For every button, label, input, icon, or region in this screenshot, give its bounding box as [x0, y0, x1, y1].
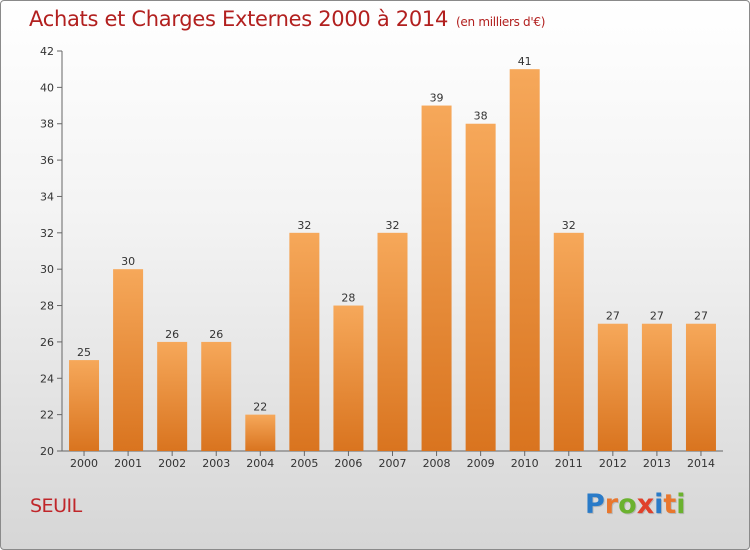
- logo-letter: o: [618, 489, 637, 520]
- logo-letter: t: [663, 489, 677, 520]
- data-label: 27: [694, 310, 708, 323]
- data-label: 27: [650, 310, 664, 323]
- bar: [245, 414, 276, 451]
- chart-title: Achats et Charges Externes 2000 à 2014 (e…: [29, 7, 545, 31]
- bar: [465, 123, 496, 452]
- y-tick-label: 36: [40, 154, 54, 167]
- y-tick-label: 42: [40, 45, 54, 58]
- bar: [113, 269, 144, 451]
- bar: [157, 341, 188, 451]
- x-tick-label: 2004: [246, 457, 274, 470]
- data-label: 39: [430, 92, 444, 105]
- x-tick-label: 2005: [290, 457, 318, 470]
- y-tick-label: 38: [40, 118, 54, 131]
- x-tick-label: 2006: [334, 457, 362, 470]
- x-tick-label: 2014: [687, 457, 715, 470]
- y-tick-label: 28: [40, 300, 54, 313]
- y-tick-label: 40: [40, 81, 54, 94]
- bar: [597, 323, 628, 451]
- data-label: 26: [209, 328, 223, 341]
- y-tick-label: 30: [40, 263, 54, 276]
- bar: [333, 305, 364, 451]
- y-tick-label: 24: [40, 372, 54, 385]
- place-name: SEUIL: [30, 495, 82, 517]
- data-label: 32: [386, 219, 400, 232]
- x-tick-label: 2010: [511, 457, 539, 470]
- bar: [641, 323, 672, 451]
- logo-letter: i: [676, 489, 686, 520]
- data-label: 32: [562, 219, 576, 232]
- bar: [421, 105, 452, 451]
- bar: [685, 323, 716, 451]
- x-tick-label: 2008: [423, 457, 451, 470]
- x-tick-label: 2007: [379, 457, 407, 470]
- bar: [69, 360, 100, 451]
- logo-letter: x: [636, 489, 655, 520]
- x-tick-label: 2011: [555, 457, 583, 470]
- y-tick-label: 20: [40, 445, 54, 458]
- x-tick-label: 2001: [114, 457, 142, 470]
- bar: [289, 232, 320, 451]
- y-tick-label: 34: [40, 190, 54, 203]
- bar: [509, 69, 540, 451]
- y-tick-label: 22: [40, 409, 54, 422]
- data-label: 32: [297, 219, 311, 232]
- x-tick-label: 2013: [643, 457, 671, 470]
- x-tick-label: 2002: [158, 457, 186, 470]
- logo-letter: i: [654, 489, 664, 520]
- x-tick-label: 2000: [70, 457, 98, 470]
- data-label: 25: [77, 346, 91, 359]
- x-tick-label: 2012: [599, 457, 627, 470]
- bar: [553, 232, 584, 451]
- logo-letter: P: [585, 489, 605, 520]
- data-label: 27: [606, 310, 620, 323]
- data-label: 22: [253, 401, 267, 414]
- proxiti-logo: Proxiti: [585, 489, 686, 520]
- data-label: 41: [518, 55, 532, 68]
- y-tick-label: 32: [40, 227, 54, 240]
- logo-letter: r: [604, 489, 619, 520]
- data-label: 30: [121, 255, 135, 268]
- bar: [201, 341, 232, 451]
- data-label: 26: [165, 328, 179, 341]
- data-label: 38: [474, 110, 488, 123]
- x-tick-label: 2009: [467, 457, 495, 470]
- y-tick-label: 26: [40, 336, 54, 349]
- data-label: 28: [341, 292, 355, 305]
- bar: [377, 232, 408, 451]
- chart-unit: (en milliers d'€): [456, 15, 546, 29]
- chart-title-text: Achats et Charges Externes 2000 à 2014: [29, 7, 449, 31]
- x-tick-label: 2003: [202, 457, 230, 470]
